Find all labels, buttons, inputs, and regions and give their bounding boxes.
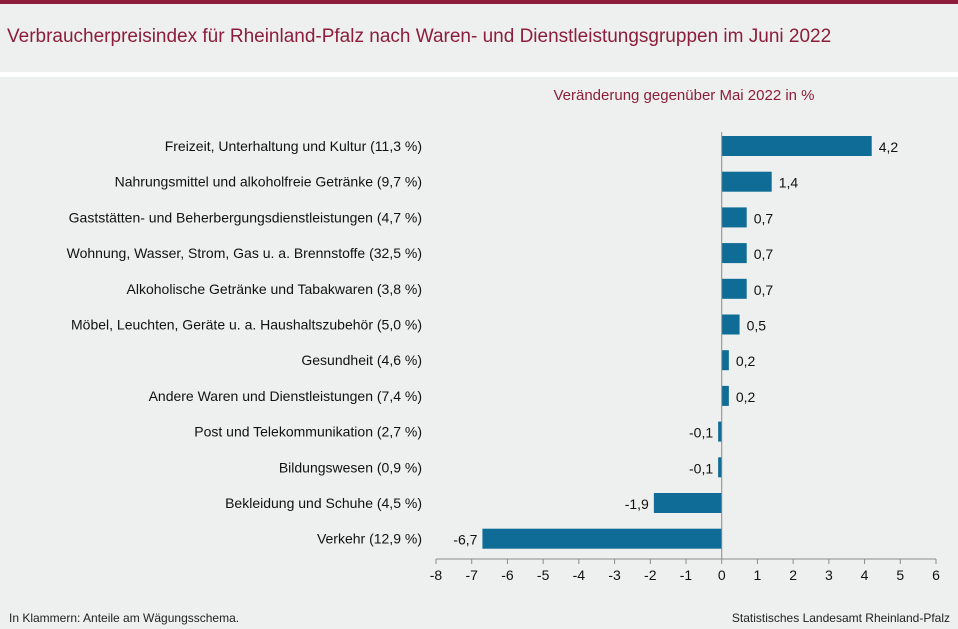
chart-subtitle: Veränderung gegenüber Mai 2022 in % — [553, 87, 814, 104]
x-tick-label: 6 — [932, 567, 940, 583]
bar — [718, 457, 722, 478]
x-tick-label: -4 — [573, 567, 586, 583]
category-label: Post und Telekommunikation (2,7 %) — [194, 424, 422, 440]
x-tick-label: -5 — [537, 567, 550, 583]
x-tick-label: 0 — [718, 567, 726, 583]
bar — [718, 421, 722, 442]
bar — [721, 278, 747, 299]
x-tick-label: 5 — [896, 567, 904, 583]
page-title: Verbraucherpreisindex für Rheinland-Pfal… — [7, 26, 832, 47]
bar — [482, 528, 722, 549]
bar — [721, 207, 747, 228]
category-label: Nahrungsmittel und alkoholfreie Getränke… — [115, 174, 422, 190]
category-label: Gaststätten- und Beherbergungsdienstleis… — [69, 209, 422, 225]
footer-source: Statistisches Landesamt Rheinland-Pfalz — [731, 611, 950, 625]
data-label: -0,1 — [689, 425, 713, 441]
bar-chart: Veränderung gegenüber Mai 2022 in % Freiz… — [67, 87, 940, 583]
category-label: Bildungswesen (0,9 %) — [279, 459, 422, 475]
data-label: 1,4 — [779, 175, 799, 191]
x-tick-label: 3 — [825, 567, 833, 583]
category-label: Gesundheit (4,6 %) — [301, 352, 422, 368]
bar — [721, 350, 729, 371]
category-label: Verkehr (12,9 %) — [317, 531, 422, 547]
data-label: 0,7 — [754, 210, 774, 226]
category-label: Andere Waren und Dienstleistungen (7,4 %… — [149, 388, 422, 404]
data-label: -0,1 — [689, 460, 713, 476]
bar — [721, 171, 772, 192]
data-label: 0,5 — [747, 318, 767, 334]
data-label: 0,7 — [754, 282, 774, 298]
category-label: Freizeit, Unterhaltung und Kultur (11,3 … — [165, 138, 422, 154]
header: Verbraucherpreisindex für Rheinland-Pfal… — [0, 4, 958, 72]
x-tick-label: 2 — [789, 567, 797, 583]
top-rule — [0, 0, 958, 4]
x-tick-label: -1 — [680, 567, 693, 583]
category-label: Alkoholische Getränke und Tabakwaren (3,… — [127, 281, 422, 297]
x-tick-label: -8 — [430, 567, 443, 583]
x-tick-label: -2 — [644, 567, 657, 583]
data-label: 0,2 — [736, 353, 756, 369]
footer-note: In Klammern: Anteile am Wägungsschema. — [9, 611, 240, 625]
x-tick-label: -7 — [465, 567, 478, 583]
bar — [721, 243, 747, 264]
category-label: Möbel, Leuchten, Geräte u. a. Haushaltsz… — [71, 317, 422, 333]
data-label: -1,9 — [625, 496, 649, 512]
x-tick-label: 1 — [754, 567, 762, 583]
x-tick-label: 4 — [861, 567, 869, 583]
data-label: 4,2 — [879, 139, 899, 155]
bar — [721, 136, 872, 156]
bar — [653, 493, 722, 513]
bar — [721, 385, 729, 406]
category-label: Wohnung, Wasser, Strom, Gas u. a. Brenns… — [67, 245, 422, 261]
bar — [721, 314, 740, 335]
data-label: 0,2 — [736, 389, 756, 405]
chart-panel: Veränderung gegenüber Mai 2022 in % Freiz… — [0, 77, 958, 629]
data-label: 0,7 — [754, 246, 774, 262]
x-tick-label: -3 — [608, 567, 621, 583]
category-label: Bekleidung und Schuhe (4,5 %) — [225, 495, 422, 511]
header-separator — [0, 72, 958, 77]
data-label: -6,7 — [453, 532, 477, 548]
x-tick-label: -6 — [501, 567, 514, 583]
